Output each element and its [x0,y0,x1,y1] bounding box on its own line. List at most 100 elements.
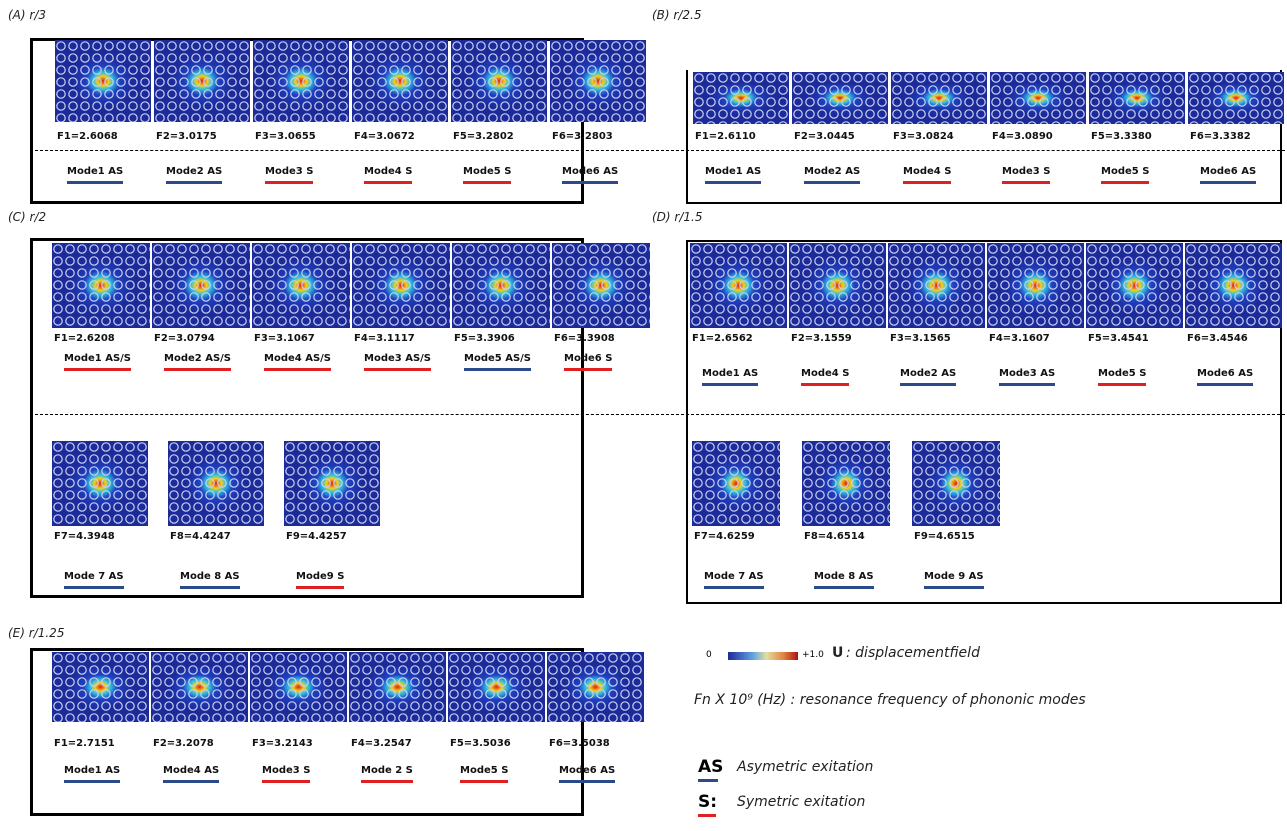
frequency-label: F2=3.0175 [156,131,217,142]
mode-underline [814,586,874,589]
mode-shape [888,243,985,328]
mode-underline [464,368,531,371]
mode-shape [349,652,446,722]
frequency-label: F5=3.3380 [1091,131,1152,142]
mode-image [802,441,890,526]
mode-shape [154,40,250,122]
mode-image [168,441,264,526]
mode-label: Mode6 AS [559,765,615,776]
mode-shape [990,72,1086,124]
as-underline [698,779,718,782]
mode-image [1185,243,1282,328]
mode-image [151,652,248,722]
mode-shape [152,243,250,328]
mode-underline [559,780,615,783]
mode-label: Mode3 S [262,765,310,776]
mode-image [690,243,787,328]
frequency-label: F3=3.2143 [252,738,313,749]
panel-label: (A) r/3 [8,8,46,22]
mode-underline [924,586,984,589]
frequency-label: F3=3.1565 [890,333,951,344]
mode-label: Mode5 AS/S [464,353,531,364]
mode-label: Mode1 AS [705,166,761,177]
mode-underline [999,383,1055,386]
frequency-label: F7=4.3948 [54,531,115,542]
mode-shape [891,72,987,124]
mode-underline [705,181,761,184]
s-text: Symetric exitation [737,794,865,810]
mode-label: Mode2 AS [900,368,956,379]
mode-underline [163,780,219,783]
mode-underline [164,368,231,371]
frequency-label: F4=3.0890 [992,131,1053,142]
frequency-label: F2=3.0794 [154,333,215,344]
mode-label: Mode3 S [1002,166,1050,177]
frequency-label: F9=4.4257 [286,531,347,542]
mode-image [250,652,347,722]
mode-image [1086,243,1183,328]
colorbar-max: +1.0 [802,650,824,660]
frequency-label: F4=3.2547 [351,738,412,749]
mode-label: Mode4 S [364,166,412,177]
as-symbol: AS [698,757,723,777]
mode-shape [550,40,646,122]
colorbar-min: 0 [706,650,712,660]
mode-label: Mode2 AS/S [164,353,231,364]
mode-label: Mode1 AS/S [64,353,131,364]
page: {"panels": [ {"label": "(A) r/3", "rows"… [0,0,1287,831]
mode-image [792,72,888,124]
frequency-label: F2=3.2078 [153,738,214,749]
frequency-label: F3=3.1067 [254,333,315,344]
s-underline [698,814,716,817]
mode-image [789,243,886,328]
mode-shape [987,243,1084,328]
mode-image [52,652,149,722]
mode-label: Mode3 AS [999,368,1055,379]
mode-label: Mode4 AS [163,765,219,776]
frequency-label: F6=3.4546 [1187,333,1248,344]
mode-label: Mode4 S [903,166,951,177]
mode-shape [55,40,151,122]
mode-image [990,72,1086,124]
mode-image [284,441,380,526]
mode-shape [692,441,780,526]
mode-label: Mode5 S [460,765,508,776]
mode-image [452,243,550,328]
mode-underline [166,181,222,184]
mode-underline [564,368,612,371]
field-symbol: U [832,645,843,661]
mode-shape [1089,72,1185,124]
mode-shape [802,441,890,526]
mode-underline [460,780,508,783]
mode-image [52,243,150,328]
mode-label: Mode1 AS [702,368,758,379]
mode-label: Mode5 S [1098,368,1146,379]
mode-image [352,243,450,328]
mode-label: Mode5 S [1101,166,1149,177]
mode-underline [702,383,758,386]
mode-image [693,72,789,124]
mode-shape [52,652,149,722]
frequency-label: F4=3.1607 [989,333,1050,344]
frequency-label: F6=3.2803 [552,131,613,142]
mode-image [451,40,547,122]
mode-underline [801,383,849,386]
frequency-label: F5=3.2802 [453,131,514,142]
mode-underline [903,181,951,184]
mode-underline [1101,181,1149,184]
mode-image [152,243,250,328]
mode-underline [64,586,124,589]
mode-image [550,40,646,122]
mode-image [252,243,350,328]
mode-image [448,652,545,722]
mode-image [352,40,448,122]
mode-shape [547,652,644,722]
mode-shape [912,441,1000,526]
mode-underline [361,780,413,783]
mode-underline [180,586,240,589]
mode-image [888,243,985,328]
mode-label: Mode2 AS [804,166,860,177]
mode-underline [64,368,131,371]
mode-underline [262,780,310,783]
frequency-label: F6=3.3908 [554,333,615,344]
